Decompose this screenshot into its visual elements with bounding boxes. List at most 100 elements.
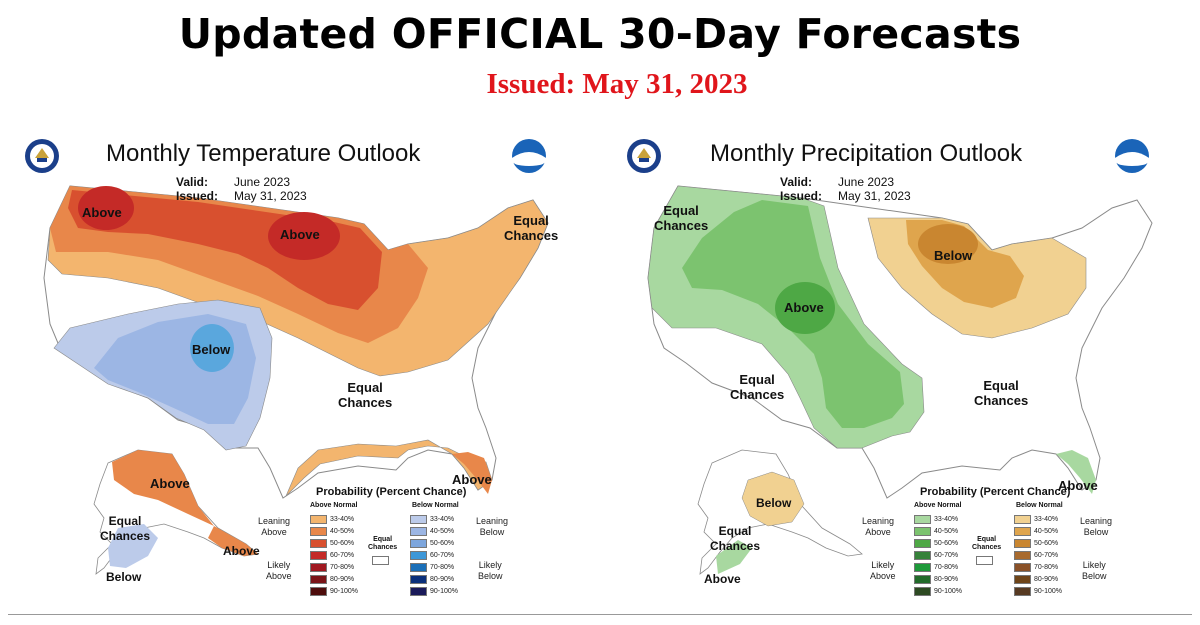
legend-range-label: 50-60% [430,540,455,547]
label-above-florida: Above [452,472,492,487]
precipitation-outlook-map [627,139,1153,575]
legend-swatch [310,563,327,572]
legend-swatch [1014,527,1031,536]
legend-equal-chances-swatch [372,556,389,565]
legend-range-label: 60-70% [934,552,959,559]
page-title: Updated OFFICIAL 30-Day Forecasts [178,10,1022,58]
legend-row-left: 33-40% [914,514,958,525]
alaska-below [741,471,805,527]
legend-range-label: 40-50% [330,528,355,535]
label-above-north: Above [280,227,320,242]
legend-range-label: 70-80% [934,564,959,571]
legend-leaning-below: Leaning Below [476,516,509,537]
legend-swatch [1014,587,1031,596]
legend-swatch [410,575,427,584]
temperature-outlook-title: Monthly Temperature Outlook [106,140,421,167]
legend-swatch [310,515,327,524]
valid-label: Valid: [176,175,209,189]
label-below-alaska: Below [756,496,792,510]
legend-range-label: 50-60% [934,540,959,547]
legend-row-right: 33-40% [410,514,454,525]
legend-below-header: Below Normal [1016,502,1063,509]
alaska-above [112,450,214,526]
noaa-logo-icon [1115,139,1149,173]
issued-date: Issued: May 31, 2023 [486,68,748,100]
legend-swatch [410,515,427,524]
legend-row-right: 70-80% [1014,562,1058,573]
legend-likely-below: Likely Below [478,560,503,581]
issued-line: Issued: May 31, 2023 [780,189,911,203]
legend-range-label: 90-100% [1034,588,1063,595]
legend-title: Probability (Percent Chance) [920,486,1071,498]
precipitation-outlook-panel: Monthly Precipitation Outlook Valid: June… [612,128,1200,608]
issued-label: Issued: [176,189,219,203]
legend-swatch [310,575,327,584]
legend-row-right: 60-70% [410,550,454,561]
legend-row-left: 60-70% [914,550,958,561]
issued-value: May 31, 2023 [234,189,307,203]
legend-swatch [310,539,327,548]
legend-likely-above: Likely Above [870,560,896,581]
legend-row-right: 33-40% [1014,514,1058,525]
legend-equal-chances-swatch [976,556,993,565]
legend-leaning-above: Leaning Above [862,516,895,537]
legend-range-label: 70-80% [330,564,355,571]
legend-range-label: 70-80% [430,564,455,571]
issued-value: May 31, 2023 [838,189,911,203]
legend-swatch [1014,515,1031,524]
legend-swatch [914,551,931,560]
label-equal-ne: Equal Chances [504,213,559,243]
valid-line: Valid: June 2023 [780,175,894,189]
legend-swatch [1014,539,1031,548]
legend-swatch [310,527,327,536]
legend-row-left: 50-60% [310,538,354,549]
legend-row-left: 40-50% [914,526,958,537]
above-core [775,282,835,334]
below-core [190,324,234,372]
legend-row-right: 90-100% [1014,586,1062,597]
legend-swatch [410,527,427,536]
legend-row-right: 50-60% [410,538,454,549]
legend-range-label: 40-50% [430,528,455,535]
above-core-north [268,212,340,260]
legend-below-header: Below Normal [412,502,459,509]
legend-leaning-above: Leaning Above [258,516,291,537]
commerce-seal-icon [627,139,661,173]
alaska-se-above [208,526,258,556]
legend-likely-below: Likely Below [1082,560,1107,581]
legend-swatch [914,587,931,596]
legend-range-label: 40-50% [1034,528,1059,535]
label-above-nw: Above [82,205,122,220]
legend-row-right: 40-50% [410,526,454,537]
legend-swatch [410,551,427,560]
legend-swatch [410,539,427,548]
legend-above-header: Above Normal [914,502,962,509]
issued-line: Issued: May 31, 2023 [176,189,307,203]
legend-swatch [1014,551,1031,560]
legend-range-label: 90-100% [430,588,459,595]
legend-equal-chances: Equal Chances [368,536,398,551]
legend-range-label: 40-50% [934,528,959,535]
legend-row-left: 50-60% [914,538,958,549]
legend-swatch [1014,575,1031,584]
florida-above [1056,450,1096,494]
temperature-outlook-panel: Monthly Temperature Outlook Valid: June 2… [8,128,598,608]
label-equal-alaska: Equal Chances [710,524,761,553]
legend-swatch [410,587,427,596]
legend-row-right: 80-90% [1014,574,1058,585]
label-below-north: Below [934,248,973,263]
legend-leaning-below: Leaning Below [1080,516,1113,537]
legend-row-left: 70-80% [914,562,958,573]
valid-value: June 2023 [838,175,895,189]
legend-range-label: 60-70% [1034,552,1059,559]
legend-likely-above: Likely Above [266,560,292,581]
legend-row-left: 90-100% [310,586,358,597]
legend-swatch [310,551,327,560]
alaska-above [716,540,752,574]
legend-title: Probability (Percent Chance) [316,486,467,498]
issued-label: Issued: [780,189,823,203]
legend-row-right: 80-90% [410,574,454,585]
legend-range-label: 50-60% [1034,540,1059,547]
label-above-center: Above [784,300,824,315]
label-equal-nw: Equal Chances [654,203,709,233]
